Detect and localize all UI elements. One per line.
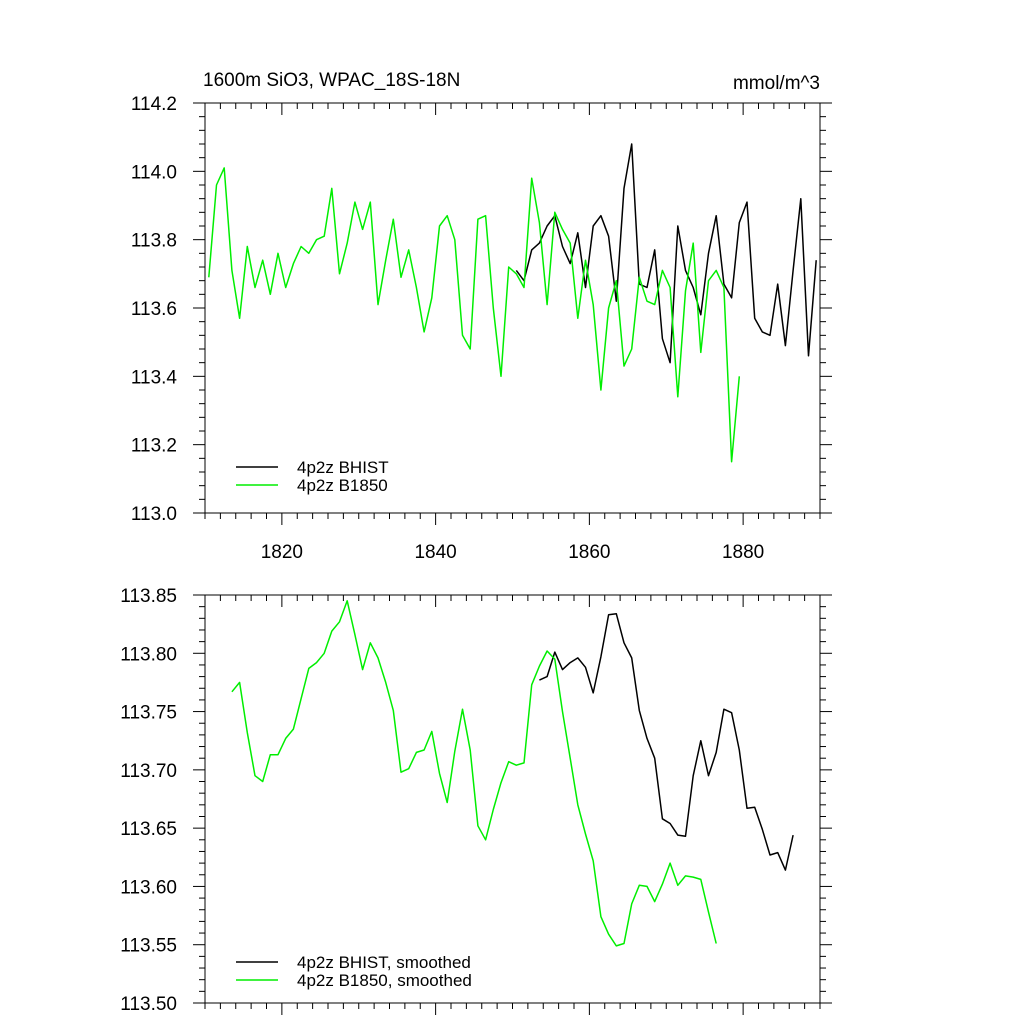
y-tick-label: 113.70 [120, 761, 177, 782]
x-tick-label: 1840 [414, 542, 456, 563]
y-tick-label: 113.80 [120, 644, 177, 665]
y-tick-label: 113.55 [120, 936, 177, 957]
top-panel: 1820 1840 1860 1880 113.0 113.2 113.4 113.6 113.… [131, 94, 832, 563]
x-tick-label: 1880 [722, 542, 764, 563]
y-tick-label: 113.60 [120, 877, 177, 898]
legend-label: 4p2z BHIST, smoothed [297, 953, 471, 972]
legend-label: 4p2z BHIST [297, 458, 389, 477]
y-tick-label: 113.8 [131, 231, 177, 252]
y-tick-label: 113.0 [131, 504, 177, 525]
legend-label: 4p2z B1850, smoothed [297, 971, 472, 990]
figure-title: 1600m SiO3, WPAC_18S-18N [203, 70, 460, 91]
plot-frame [204, 102, 821, 514]
series-line-b1850 [208, 167, 741, 463]
plot-frame [204, 594, 821, 1004]
y-tick-label: 113.75 [120, 703, 177, 724]
y-tick-label: 113.85 [120, 586, 177, 607]
y-tick-label: 113.50 [120, 994, 177, 1015]
x-tick-label: 1820 [261, 542, 303, 563]
legend-label: 4p2z B1850 [297, 476, 388, 495]
y-tick-label: 113.2 [131, 436, 177, 457]
series-line-b1850 [231, 600, 717, 947]
bottom-panel: 113.50 113.55 113.60 113.65 113.70 113.75 113.… [120, 586, 832, 1015]
y-tick-label: 114.2 [131, 94, 177, 115]
series-line-bhist [539, 612, 794, 871]
x-tick-label: 1860 [568, 542, 610, 563]
y-tick-label: 113.65 [120, 819, 177, 840]
y-tick-label: 114.0 [131, 162, 177, 183]
units-label: mmol/m^3 [733, 73, 820, 94]
y-tick-label: 113.4 [131, 367, 178, 388]
series-line-bhist [515, 143, 817, 364]
y-tick-label: 113.6 [131, 299, 177, 320]
